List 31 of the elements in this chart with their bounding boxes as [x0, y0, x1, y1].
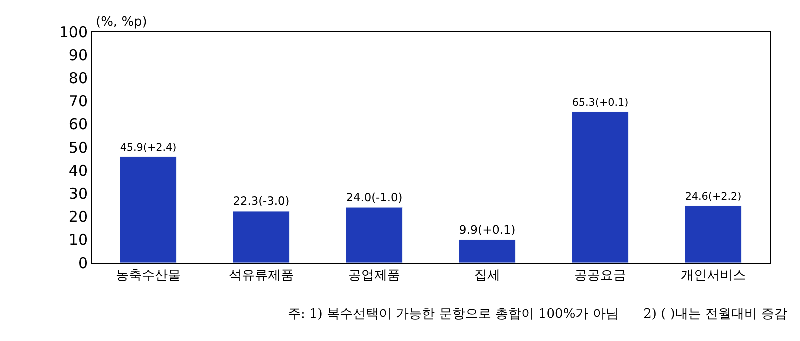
bar — [572, 112, 629, 263]
y-tick-label: 20 — [68, 208, 88, 226]
bar — [459, 240, 516, 263]
y-tick-label: 50 — [68, 138, 88, 157]
x-tick-label: 농축수산물 — [116, 268, 181, 284]
y-tick-label: 40 — [68, 162, 88, 180]
data-label: 22.3(-3.0) — [233, 194, 290, 208]
y-tick-label: 70 — [68, 92, 88, 111]
text: 주: 1) 복수선택이 가능한 문항으로 총합이 100%가 아님 2) ( )내는 전월대비 증감 — [288, 307, 788, 322]
x-tick-label: 석유류제품 — [229, 268, 294, 284]
y-tick-label: 10 — [68, 231, 88, 250]
data-label: 9.9(+0.1) — [459, 222, 516, 237]
bar — [346, 207, 403, 263]
y-tick-label: 80 — [68, 69, 88, 88]
data-label: 24.0(-1.0) — [346, 190, 403, 204]
y-tick-label: 90 — [68, 46, 88, 64]
data-label: 24.6(+2.2) — [685, 191, 742, 204]
bar — [120, 156, 177, 263]
x-tick-label: 개인서비스 — [681, 268, 746, 284]
y-tick-label: 0 — [78, 254, 88, 272]
x-tick-label: 공공요금 — [574, 268, 626, 284]
y-tick-label: 100 — [59, 23, 88, 42]
y-tick-label: 60 — [68, 116, 88, 134]
y-tick-label: 30 — [68, 184, 88, 203]
data-label: 45.9(+2.4) — [120, 142, 177, 154]
bar — [233, 211, 290, 263]
data-label: 65.3(+0.1) — [572, 97, 629, 110]
x-tick-label: 집세 — [474, 268, 500, 284]
x-tick-label: 공업제품 — [348, 268, 400, 284]
bar — [685, 206, 742, 263]
y-axis-title: (%, %p) — [96, 15, 148, 30]
